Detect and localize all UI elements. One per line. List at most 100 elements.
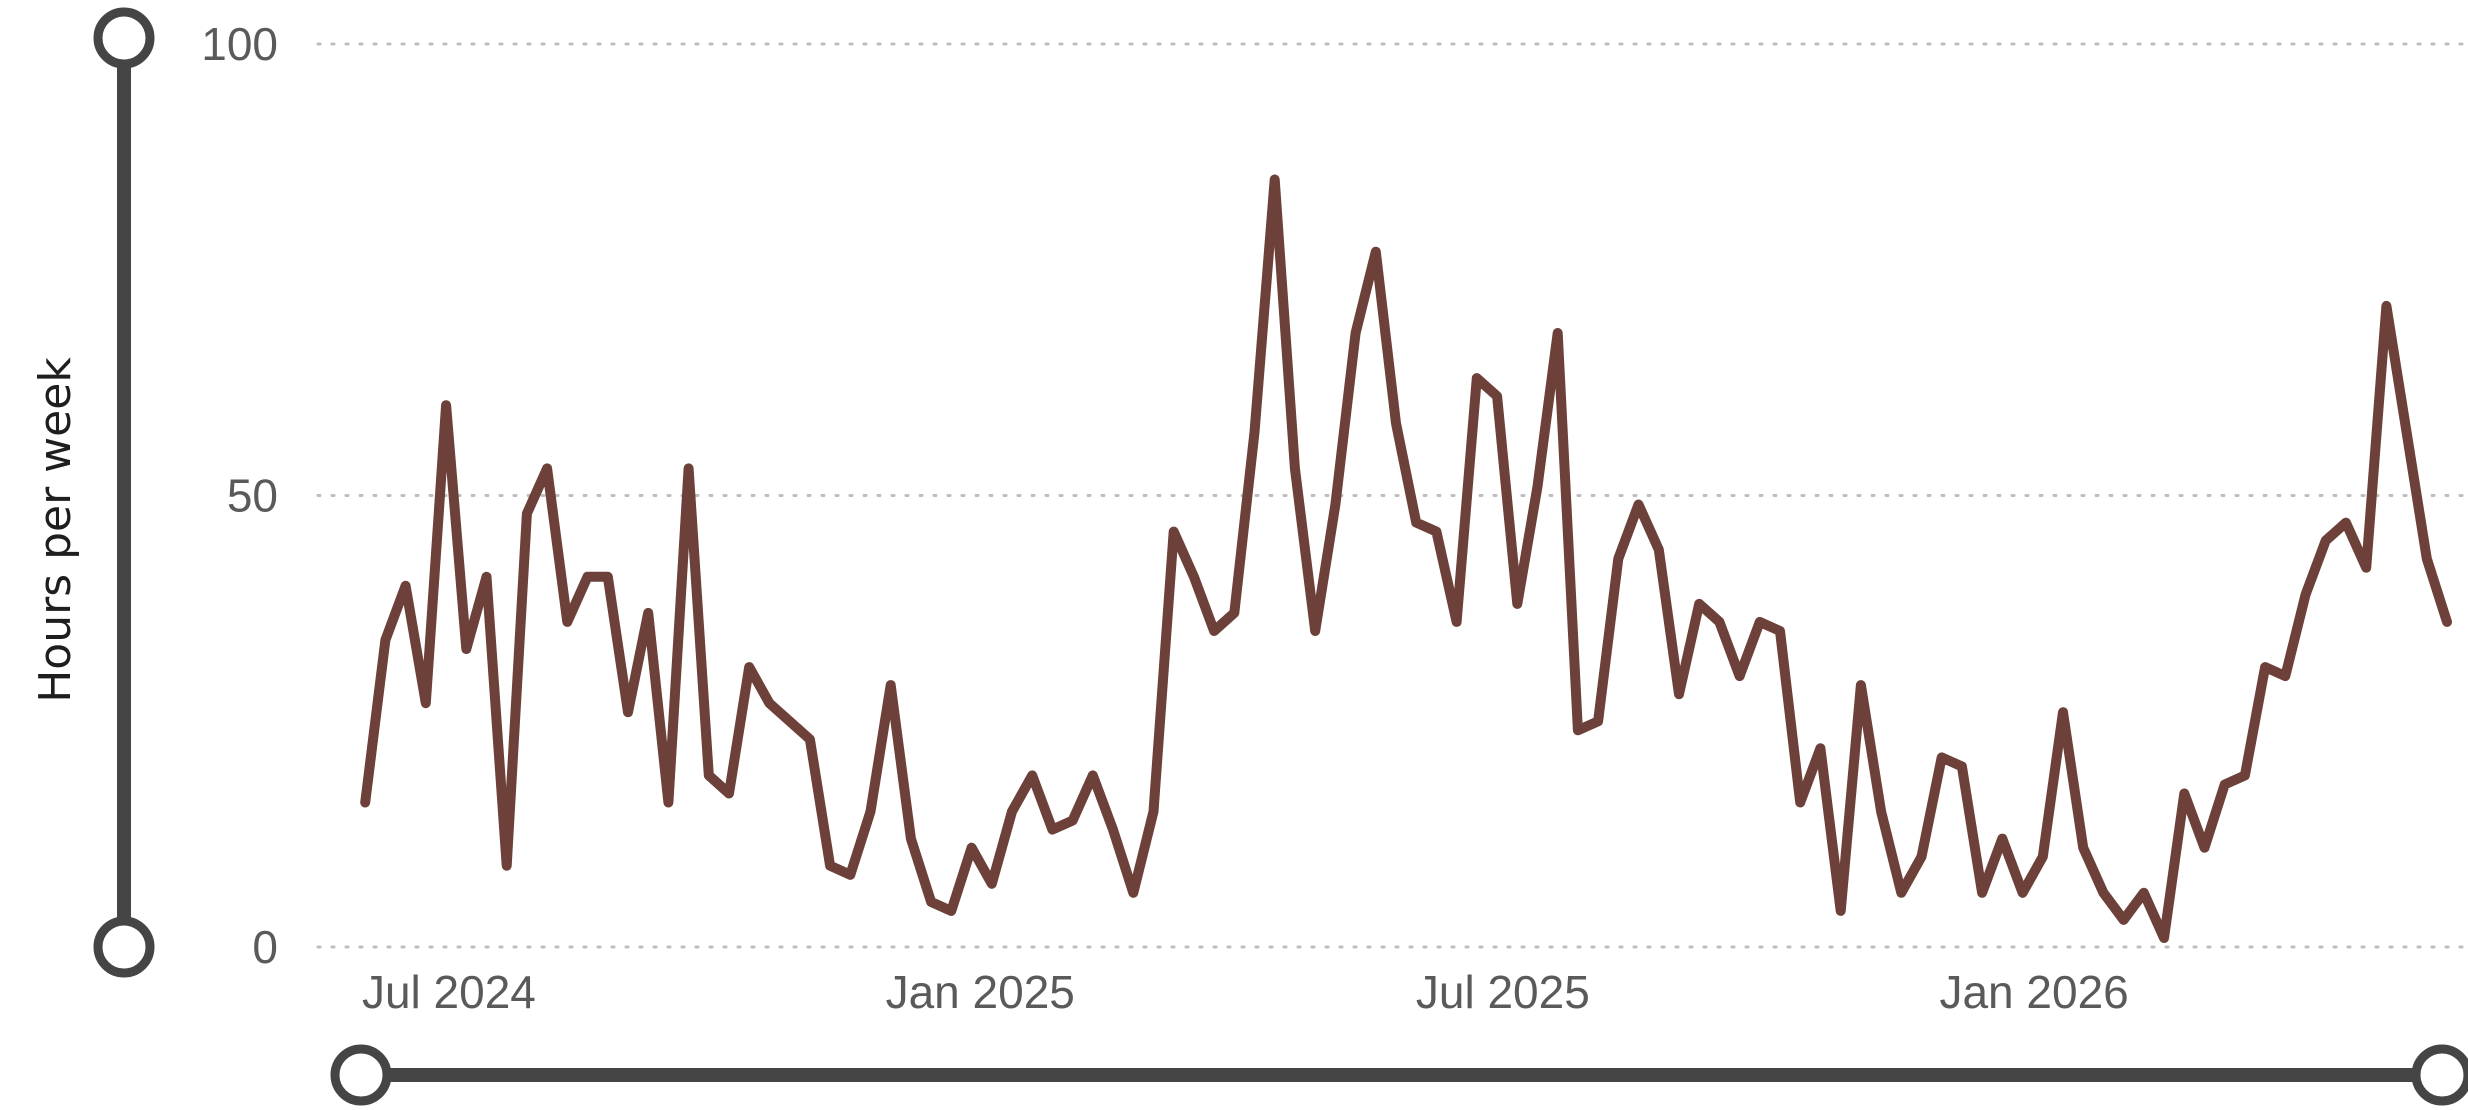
data-point (522, 509, 532, 519)
data-point (1896, 888, 1906, 898)
data-point (2098, 888, 2108, 898)
data-point (845, 870, 855, 880)
data-point (764, 698, 774, 708)
y-range-slider-top-handle[interactable] (93, 7, 155, 69)
y-axis-title: Hours per week (30, 357, 81, 703)
data-point (1492, 391, 1502, 401)
data-point (2381, 301, 2391, 311)
data-point (1876, 807, 1886, 817)
data-point (1027, 770, 1037, 780)
data-point (2200, 843, 2210, 853)
data-point (1431, 527, 1441, 537)
y-tick-label: 50 (227, 470, 278, 522)
data-point (1735, 671, 1745, 681)
y-tick-label: 100 (201, 18, 278, 70)
y-range-slider-bottom-handle[interactable] (93, 916, 155, 978)
x-tick-label: Jul 2025 (1416, 966, 1590, 1018)
data-point (684, 463, 694, 473)
data-point (1270, 175, 1280, 185)
data-point (1149, 807, 1159, 817)
data-point (562, 617, 572, 627)
data-point (2260, 662, 2270, 672)
data-point (2321, 536, 2331, 546)
data-point (825, 861, 835, 871)
data-point (583, 572, 593, 582)
data-point (987, 879, 997, 889)
data-point (805, 734, 815, 744)
data-point (643, 608, 653, 618)
data-point (1128, 888, 1138, 898)
data-point (421, 698, 431, 708)
data-point (1209, 626, 1219, 636)
data-point (1775, 626, 1785, 636)
data-point (1674, 689, 1684, 699)
data-point (1815, 743, 1825, 753)
data-point (1007, 807, 1017, 817)
data-point (1047, 825, 1057, 835)
data-point (1634, 500, 1644, 510)
data-point (623, 707, 633, 717)
data-point (461, 644, 471, 654)
data-point (401, 581, 411, 591)
data-point (1290, 463, 1300, 473)
data-point (1169, 527, 1179, 537)
data-point (1856, 680, 1866, 690)
data-point (482, 572, 492, 582)
data-point (1654, 545, 1664, 555)
x-range-slider-right-handle[interactable] (2411, 1044, 2468, 1106)
data-point (2301, 590, 2311, 600)
data-point (1937, 752, 1947, 762)
y-axis-ticks: 0 50 100 (201, 18, 278, 973)
data-point (1977, 888, 1987, 898)
data-point (1836, 906, 1846, 916)
data-point (2078, 843, 2088, 853)
data-point (1472, 373, 1482, 383)
data-point (744, 662, 754, 672)
data-point (1229, 608, 1239, 618)
data-point (2038, 852, 2048, 862)
data-point (1593, 716, 1603, 726)
data-point (1330, 500, 1340, 510)
data-point (2361, 563, 2371, 573)
data-point (1613, 554, 1623, 564)
data-point (2159, 933, 2169, 943)
data-point (2018, 888, 2028, 898)
data-point (2240, 770, 2250, 780)
data-point (1533, 482, 1543, 492)
data-point (1088, 770, 1098, 780)
x-tick-label: Jan 2026 (1939, 966, 2128, 1018)
x-tick-label: Jan 2025 (886, 966, 1075, 1018)
data-point (1573, 725, 1583, 735)
data-point (1997, 834, 2007, 844)
data-point (1553, 328, 1563, 338)
data-point (2179, 789, 2189, 799)
data-point (906, 834, 916, 844)
data-point (1512, 599, 1522, 609)
data-point (1411, 518, 1421, 528)
data-point (360, 798, 370, 808)
data-point (1391, 418, 1401, 428)
data-point (2341, 518, 2351, 528)
x-tick-label: Jul 2024 (362, 966, 536, 1018)
x-range-slider-left-handle[interactable] (330, 1044, 392, 1106)
data-point (2139, 888, 2149, 898)
data-point (946, 906, 956, 916)
data-point (866, 807, 876, 817)
data-point (1755, 617, 1765, 627)
data-point (2442, 617, 2452, 627)
data-point (1189, 572, 1199, 582)
data-point (1714, 617, 1724, 627)
data-point (542, 463, 552, 473)
series-line (360, 174, 2452, 943)
x-axis-ticks: Jul 2024 Jan 2025 Jul 2025 Jan 2026 (362, 966, 2129, 1018)
data-point (926, 897, 936, 907)
data-point (1371, 247, 1381, 257)
y-tick-label: 0 (252, 921, 278, 973)
data-point (1068, 816, 1078, 826)
data-point (967, 843, 977, 853)
data-point (1108, 825, 1118, 835)
series-layer (360, 174, 2452, 943)
data-point (2402, 427, 2412, 437)
data-point (1351, 328, 1361, 338)
